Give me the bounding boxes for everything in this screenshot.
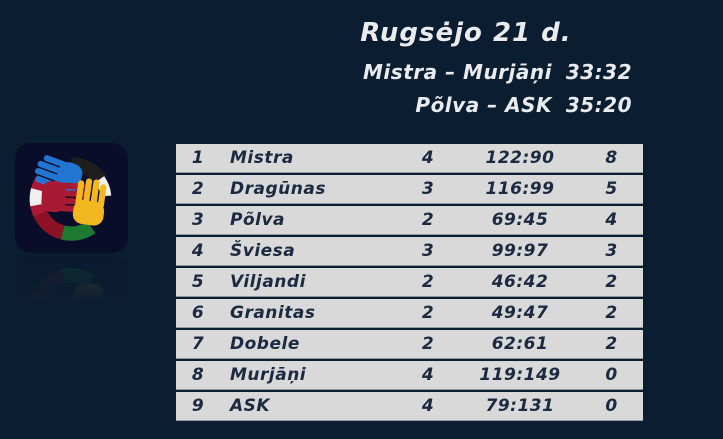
team-cell: Murjāņi	[230, 365, 307, 385]
team-cell: Granitas	[230, 303, 316, 323]
team-cell: ASK	[230, 396, 271, 416]
three-hands-circle-icon	[29, 151, 112, 241]
rank-cell: 3	[191, 210, 205, 230]
games-cell: 3	[421, 241, 435, 261]
standings-row: 8 Murjāņi 4 119:149 0	[176, 361, 643, 389]
standings-row: 5 Viljandi 2 46:42 2	[176, 268, 643, 296]
standings-row: 4 Šviesa 3 99:97 3	[176, 237, 643, 265]
rank-cell: 7	[191, 334, 205, 354]
team-cell: Dragūnas	[230, 179, 326, 199]
date-title: Rugsėjo 21 d.	[360, 18, 572, 48]
points-cell: 2	[605, 303, 618, 323]
points-cell: 0	[605, 365, 618, 385]
points-cell: 3	[605, 241, 618, 261]
standings-row: 1 Mistra 4 122:90 8	[176, 144, 643, 172]
goals-cell: 119:149	[479, 365, 561, 385]
league-logo	[15, 143, 128, 253]
rank-cell: 5	[191, 272, 205, 292]
goals-cell: 46:42	[491, 272, 549, 292]
goals-cell: 79:131	[485, 396, 555, 416]
team-cell: Põlva	[230, 210, 286, 230]
match-result-row: Põlva – ASK 35:20	[300, 93, 632, 117]
points-cell: 2	[605, 334, 618, 354]
team-cell: Dobele	[230, 334, 300, 354]
standings-row: 6 Granitas 2 49:47 2	[176, 299, 643, 327]
rank-cell: 2	[191, 179, 205, 199]
standings-row: 9 ASK 4 79:131 0	[176, 392, 643, 420]
rank-cell: 8	[191, 365, 205, 385]
games-cell: 2	[421, 334, 435, 354]
match-score: 35:20	[565, 93, 632, 117]
games-cell: 2	[421, 210, 435, 230]
rank-cell: 4	[191, 241, 205, 261]
match-fixture: Mistra – Murjāņi	[363, 60, 552, 84]
team-cell: Viljandi	[230, 272, 306, 292]
rank-cell: 1	[191, 148, 205, 168]
standings-table: 1 Mistra 4 122:90 8 2 Dragūnas 3 116:99 …	[176, 144, 643, 420]
points-cell: 5	[605, 179, 618, 199]
games-cell: 2	[421, 303, 435, 323]
points-cell: 4	[605, 210, 618, 230]
points-cell: 2	[605, 272, 618, 292]
goals-cell: 49:47	[491, 303, 549, 323]
logo-reflection-fade	[15, 256, 128, 310]
games-cell: 4	[421, 365, 435, 385]
goals-cell: 69:45	[491, 210, 549, 230]
match-score: 33:32	[565, 60, 632, 84]
games-cell: 4	[421, 148, 435, 168]
games-cell: 4	[421, 396, 435, 416]
games-cell: 2	[421, 272, 435, 292]
points-cell: 8	[605, 148, 618, 168]
match-fixture: Põlva – ASK	[415, 93, 552, 117]
team-cell: Mistra	[230, 148, 294, 168]
goals-cell: 99:97	[491, 241, 549, 261]
games-cell: 3	[421, 179, 435, 199]
goals-cell: 62:61	[491, 334, 549, 354]
match-result-row: Mistra – Murjāņi 33:32	[300, 60, 632, 84]
goals-cell: 122:90	[485, 148, 555, 168]
standings-row: 7 Dobele 2 62:61 2	[176, 330, 643, 358]
standings-row: 2 Dragūnas 3 116:99 5	[176, 175, 643, 203]
goals-cell: 116:99	[485, 179, 555, 199]
team-cell: Šviesa	[230, 241, 296, 261]
rank-cell: 6	[191, 303, 205, 323]
results-header: Rugsėjo 21 d. Mistra – Murjāņi 33:32 Põl…	[300, 18, 632, 117]
points-cell: 0	[605, 396, 618, 416]
standings-row: 3 Põlva 2 69:45 4	[176, 206, 643, 234]
rank-cell: 9	[191, 396, 205, 416]
